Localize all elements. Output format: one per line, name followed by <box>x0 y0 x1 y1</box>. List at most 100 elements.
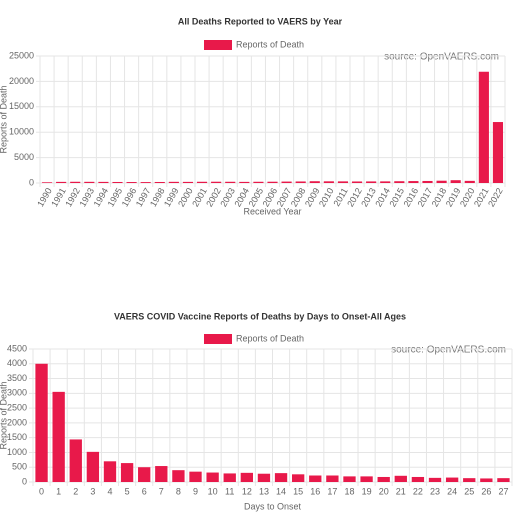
bar <box>155 466 168 482</box>
bar <box>126 182 137 183</box>
bar <box>411 476 425 482</box>
bar <box>464 180 475 183</box>
bar <box>267 181 278 183</box>
bar <box>172 470 185 482</box>
bar <box>239 181 250 183</box>
x-tick-label: 23 <box>430 486 440 496</box>
x-tick-label: 2 <box>73 486 78 496</box>
y-tick-label: 3000 <box>7 388 27 398</box>
x-tick-label: 10 <box>208 486 218 496</box>
legend-label: Reports of Death <box>236 39 304 49</box>
bar <box>360 476 373 482</box>
x-tick-label: 26 <box>481 486 491 496</box>
y-tick-label: 5000 <box>14 152 34 162</box>
bar <box>253 181 264 183</box>
x-tick-label: 9 <box>193 486 198 496</box>
y-axis-label: Reports of Death <box>0 381 8 449</box>
bar <box>408 181 419 183</box>
bar <box>240 472 253 482</box>
bar <box>182 181 194 183</box>
y-tick-label: 25000 <box>9 50 34 60</box>
x-tick-label: 1 <box>56 486 61 496</box>
x-tick-label: 3 <box>90 486 95 496</box>
bar <box>103 461 117 482</box>
bar <box>351 181 363 183</box>
bar <box>337 181 349 183</box>
bar <box>41 182 53 183</box>
x-tick-label: 8 <box>176 486 181 496</box>
bar <box>292 474 305 482</box>
bar <box>189 471 202 482</box>
bar <box>309 475 322 482</box>
x-tick-label: 22 <box>413 486 423 496</box>
bar <box>281 181 292 183</box>
x-axis-label: Days to Onset <box>244 501 302 511</box>
bar <box>225 181 236 183</box>
bar <box>326 475 339 482</box>
bar <box>323 181 334 183</box>
bar <box>257 473 271 482</box>
y-tick-label: 500 <box>12 462 27 472</box>
bar <box>377 476 390 482</box>
bar <box>480 478 493 482</box>
y-tick-label: 0 <box>22 476 27 486</box>
x-tick-label: 19 <box>362 486 372 496</box>
y-tick-label: 2000 <box>7 417 27 427</box>
x-tick-label: 11 <box>225 486 234 496</box>
bar <box>168 181 179 183</box>
x-axis-label: Received Year <box>243 206 301 216</box>
bar <box>138 467 151 482</box>
bar <box>492 122 504 183</box>
bar <box>140 182 151 183</box>
bar <box>56 181 67 183</box>
bar <box>69 439 82 482</box>
x-tick-label: 0 <box>39 486 44 496</box>
bar <box>343 476 356 482</box>
y-tick-label: 20000 <box>9 76 34 86</box>
bar <box>84 181 95 183</box>
y-tick-label: 4000 <box>7 358 27 368</box>
x-tick-label: 7 <box>159 486 164 496</box>
bar <box>196 181 208 183</box>
bar <box>211 181 222 183</box>
bar <box>428 477 442 482</box>
legend-label: Reports of Death <box>236 333 304 343</box>
y-tick-label: 15000 <box>9 101 34 111</box>
bar <box>35 363 48 482</box>
source-note: source: OpenVAERS.com <box>384 52 499 63</box>
bar <box>274 473 288 482</box>
bar <box>206 472 219 482</box>
bar <box>445 477 459 482</box>
bar <box>463 478 476 482</box>
x-tick-label: 14 <box>276 486 286 496</box>
bar <box>52 391 65 482</box>
x-tick-label: 13 <box>259 486 269 496</box>
x-tick-label: 4 <box>107 486 112 496</box>
bar <box>120 463 134 482</box>
bar <box>309 181 320 183</box>
y-tick-label: 0 <box>29 177 34 187</box>
x-tick-label: 21 <box>396 486 406 496</box>
y-tick-label: 4500 <box>7 343 27 353</box>
y-tick-label: 2500 <box>7 402 27 412</box>
bar <box>422 180 433 183</box>
y-axis-label: Reports of Death <box>0 85 8 153</box>
bar <box>154 181 165 183</box>
bar <box>295 181 306 183</box>
y-tick-label: 1000 <box>7 447 27 457</box>
x-tick-label: 12 <box>242 486 252 496</box>
bar <box>223 473 236 482</box>
x-tick-label: 17 <box>327 486 337 496</box>
legend-swatch <box>204 40 232 50</box>
bar <box>380 181 391 183</box>
x-tick-label: 2022 <box>486 186 505 208</box>
chart-title: All Deaths Reported to VAERS by Year <box>178 16 343 26</box>
bar <box>86 451 100 482</box>
x-tick-label: 24 <box>447 486 457 496</box>
y-tick-label: 10000 <box>9 127 34 137</box>
bar <box>98 181 109 183</box>
bar <box>112 181 123 183</box>
bar <box>394 475 407 482</box>
y-tick-label: 1500 <box>7 432 27 442</box>
